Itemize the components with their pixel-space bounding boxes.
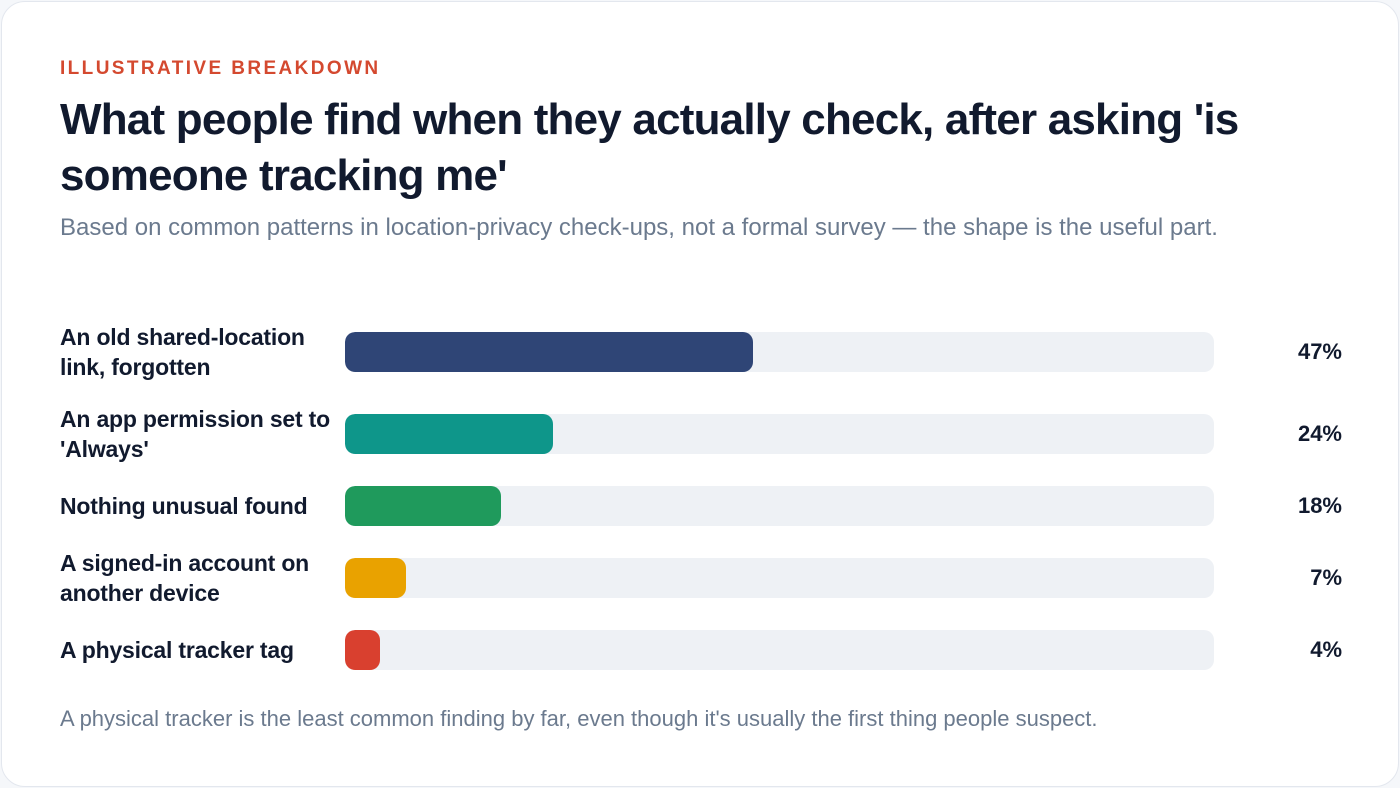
bar-category-label: Nothing unusual found <box>60 493 308 519</box>
bar-fill <box>345 332 753 372</box>
chart-subtitle: Based on common patterns in location-pri… <box>60 214 1218 241</box>
bar-fill <box>345 414 554 454</box>
bar-track <box>345 414 1214 454</box>
bar-track <box>345 630 1214 670</box>
bar-value-label: 24% <box>1297 421 1342 446</box>
bar-value-label: 18% <box>1297 493 1342 518</box>
bar-track <box>345 332 1214 372</box>
chart-title: What people find when they actually chec… <box>60 95 1239 200</box>
bar-value-label: 47% <box>1297 339 1342 364</box>
bar-category-label: A signed-in account on another device <box>60 550 310 606</box>
bar-category-label: An app permission set to 'Always' <box>60 406 330 462</box>
bar-fill <box>345 486 502 526</box>
chart-footnote: A physical tracker is the least common f… <box>60 706 1098 731</box>
eyebrow-label: ILLUSTRATIVE BREAKDOWN <box>60 58 381 79</box>
bar-value-label: 7% <box>1310 565 1342 590</box>
bar-fill <box>345 558 406 598</box>
bar-track <box>345 558 1214 598</box>
bar-category-label: An old shared-location link, forgotten <box>60 324 305 380</box>
bar-track <box>345 486 1214 526</box>
bar-category-label: A physical tracker tag <box>60 637 294 663</box>
bar-value-label: 4% <box>1310 637 1342 662</box>
bar-fill <box>345 630 380 670</box>
